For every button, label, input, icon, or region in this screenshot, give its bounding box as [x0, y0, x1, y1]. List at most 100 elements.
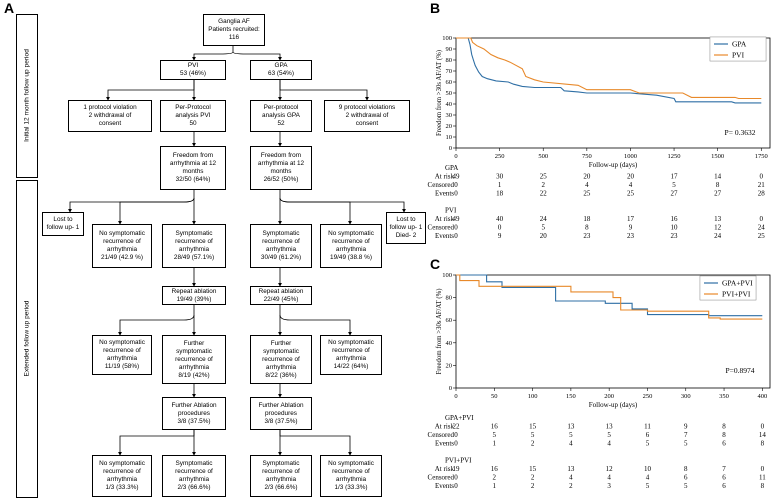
chart2-table-row-label: Censored	[428, 474, 455, 482]
chart1-table-cell: 23	[627, 232, 635, 240]
pvi-symptom-box: Symptomatic recurrence of arrhythmia 28/…	[162, 224, 226, 268]
chart1-table-cell: 0	[760, 173, 764, 181]
chart2-legend-label: PVI+PVI	[722, 290, 751, 299]
chart2-table-group-label: PVI+PVI	[445, 457, 472, 465]
chart2-table-cell: 5	[493, 431, 497, 439]
chart2-table-cell: 12	[606, 465, 614, 473]
gpa-arm-box: GPA 63 (54%)	[250, 60, 312, 80]
chart1-table-cell: 5	[541, 224, 545, 232]
chart2-table-cell: 5	[684, 482, 688, 490]
chart1-table-row-label: Censored	[428, 224, 455, 232]
chart1-legend-box	[709, 36, 767, 62]
gpa-repeat-box: Repeat ablation 22/49 (45%)	[250, 286, 312, 305]
panel-b-label: B	[430, 0, 441, 16]
chart2-table-row-label: At risk	[435, 465, 455, 473]
chart1-table-cell: 21	[758, 181, 766, 189]
chart2-table-cell: 13	[606, 423, 614, 431]
chart2-series-pvi-pvi-line	[456, 274, 763, 320]
chart1-x-tick-label: 0	[454, 153, 457, 160]
chart2-table-cell: 10	[644, 465, 652, 473]
chart1-table-cell: 0	[454, 224, 458, 232]
chart2-table-cell: 6	[646, 431, 650, 439]
pvi-lost-box: Lost to follow up- 1	[42, 212, 84, 236]
chart2-x-tick-label: 150	[566, 393, 576, 400]
chart2-table-cell: 0	[761, 465, 765, 473]
gpa-no-symptom2-box: No symptomatic recurrence of arrhythmia …	[320, 335, 382, 375]
chart1-y-tick-label: 70	[446, 68, 453, 75]
chart1-table-cell: 20	[540, 232, 548, 240]
chart2-table-cell: 2	[531, 482, 535, 490]
recruited-box: Ganglia AF Patients recruited: 116	[203, 14, 265, 46]
chart1-table-cell: 20	[627, 173, 635, 181]
chart1-table-cell: 18	[496, 190, 504, 198]
chart2-y-tick-label: 60	[446, 317, 453, 324]
chart1-table-cell: 25	[627, 190, 635, 198]
side-label-extended: Extended follow up period	[23, 300, 31, 377]
chart2-table-cell: 4	[646, 474, 650, 482]
chart1-series-pvi-line	[456, 37, 762, 100]
gpa-further-ablation-box: Further Ablation procedures 3/8 (37.5%)	[250, 397, 312, 430]
chart2-y-axis-label: Freedom from >30s AF/AT (%)	[436, 288, 443, 374]
chart1-table-row-label: Events	[435, 190, 454, 198]
chart2-table-cell: 1	[493, 440, 497, 448]
chart1-y-tick-label: 40	[446, 101, 453, 108]
chart1-table-row-label: Events	[435, 232, 454, 240]
pvi-further-box: Further symptomatic recurrence of arrhyt…	[162, 335, 226, 384]
chart2-table-cell: 5	[646, 482, 650, 490]
chart2-table-cell: 11	[759, 474, 766, 482]
chart2-y-tick-label: 0	[449, 385, 452, 392]
gpa-further-box: Further symptomatic recurrence of arrhyt…	[250, 335, 312, 384]
chart1-y-tick-label: 60	[446, 79, 453, 86]
chart1-table-cell: 25	[758, 232, 766, 240]
chart2-table-cell: 16	[491, 465, 499, 473]
chart1-y-tick-label: 50	[446, 90, 453, 97]
chart2-x-axis-label: Follow-up (days)	[589, 401, 638, 409]
chart2-table-cell: 0	[761, 423, 765, 431]
chart2-legend-box-dup	[699, 275, 757, 301]
chart1-table-cell: 28	[758, 190, 766, 198]
chart2-legend-label: GPA+PVI	[722, 279, 753, 288]
chart1-y-axis-label: Freedom from >30s AF/AT (%)	[436, 50, 443, 136]
chart1-table-cell: 22	[540, 190, 548, 198]
chart1-table-cell: 16	[671, 215, 679, 223]
side-bracket-extended	[16, 180, 38, 498]
chart2-table-cell: 5	[684, 440, 688, 448]
chart1-y-tick-label: 0	[449, 145, 452, 152]
chart2-table-cell: 0	[454, 431, 458, 439]
chart2-series-gpa-pvi-line	[456, 274, 763, 317]
chart1-y-tick-label: 100	[442, 35, 452, 42]
chart1-table-cell: 23	[671, 232, 679, 240]
chart2-p-value: P=0.8974	[725, 366, 754, 375]
chart1-x-axis-label: Follow-up (days)	[589, 161, 638, 169]
chart1-plot-frame	[455, 37, 771, 149]
gpa-end-no-symptom-box: No symptomatic recurrence of arrhythmia …	[320, 455, 382, 497]
gpa-no-symptom-box: No symptomatic recurrence of arrhythmia …	[320, 224, 382, 268]
gpa-freedom-box: Freedom from arrhythmia at 12 months 26/…	[250, 146, 312, 190]
chart2-table-cell: 3	[607, 482, 611, 490]
gpa-per-protocol-box: Per-protocol analysis GPA 52	[250, 100, 312, 132]
chart2-x-tick-label: 200	[604, 393, 614, 400]
chart2-table-row-label: At risk	[435, 423, 455, 431]
chart2-table-cell: 7	[722, 465, 726, 473]
side-label-initial: Initial 12 month follow up period	[23, 49, 31, 142]
chart1-table-cell: 0	[454, 181, 458, 189]
chart2-table-cell: 15	[529, 423, 537, 431]
chart1-table-row-label: At risk	[435, 173, 455, 181]
chart2-y-tick-label: 20	[446, 362, 453, 369]
chart2-table-cell: 16	[491, 423, 499, 431]
chart2-x-tick-label: 0	[454, 393, 457, 400]
chart1-legend-box-dup	[709, 36, 767, 62]
chart2-table-cell: 7	[684, 431, 688, 439]
chart2-table-cell: 15	[529, 465, 537, 473]
chart1-table-cell: 17	[627, 215, 635, 223]
chart1-x-tick-label: 1250	[668, 153, 681, 160]
chart2-table-cell: 13	[567, 423, 575, 431]
chart2-x-tick-label: 300	[681, 393, 691, 400]
pvi-further-ablation-box: Further Ablation procedures 3/8 (37.5%)	[162, 397, 226, 430]
chart1-y-tick-label: 20	[446, 123, 453, 130]
chart2-table-cell: 4	[607, 440, 611, 448]
chart2-table-cell: 5	[569, 431, 573, 439]
chart2-table-cell: 2	[531, 474, 535, 482]
chart2-table-cell: 5	[531, 431, 535, 439]
chart1-table-cell: 8	[585, 224, 589, 232]
